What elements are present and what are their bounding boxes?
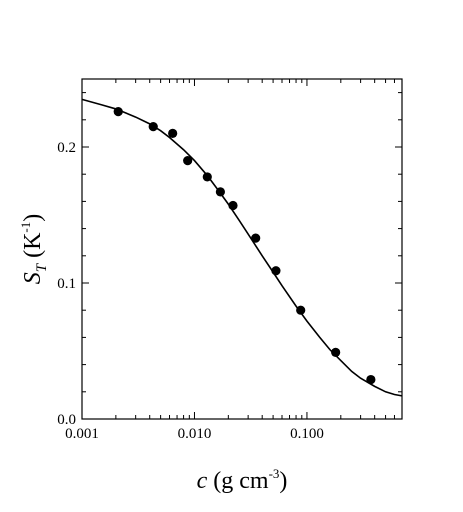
x-tick-label: 0.001 bbox=[65, 426, 99, 442]
x-axis-label: c (g cm-3) bbox=[197, 466, 288, 494]
axis-ticks bbox=[81, 79, 402, 420]
data-point bbox=[228, 200, 238, 211]
data-point bbox=[331, 347, 341, 357]
y-axis-label-sup: -1 bbox=[18, 222, 33, 233]
y-axis-label: ST (K-1) bbox=[18, 214, 50, 285]
data-point bbox=[271, 266, 281, 276]
data-point bbox=[215, 187, 225, 197]
y-tick-label: 0.1 bbox=[57, 276, 76, 292]
x-axis-label-close: ) bbox=[279, 468, 287, 494]
data-point bbox=[168, 128, 178, 138]
y-tick-label: 0.2 bbox=[57, 140, 76, 156]
x-axis-label-var: c bbox=[197, 468, 208, 494]
data-point bbox=[183, 156, 193, 166]
data-point bbox=[113, 107, 123, 117]
series-group bbox=[81, 98, 403, 397]
x-tick-label: 0.010 bbox=[178, 426, 212, 442]
y-axis-label-text: (K bbox=[20, 232, 46, 264]
data-point bbox=[296, 305, 306, 315]
x-axis-label-sup: -3 bbox=[269, 466, 280, 481]
y-axis-label-sub: T bbox=[34, 262, 50, 272]
fit-curve bbox=[81, 98, 403, 397]
data-point bbox=[202, 172, 212, 182]
data-point bbox=[251, 233, 261, 243]
y-axis-label-close: ) bbox=[20, 214, 46, 222]
y-axis-label-var: S bbox=[20, 272, 46, 284]
data-point bbox=[148, 122, 158, 132]
tick-labels: 0.001 0.010 0.100 0.0 0.1 0.2 bbox=[57, 140, 324, 442]
y-tick-label: 0.0 bbox=[57, 412, 76, 428]
data-point bbox=[366, 374, 376, 385]
x-tick-label: 0.100 bbox=[290, 426, 324, 442]
plot-frame bbox=[81, 78, 403, 420]
x-axis-label-text: (g cm bbox=[207, 468, 269, 494]
